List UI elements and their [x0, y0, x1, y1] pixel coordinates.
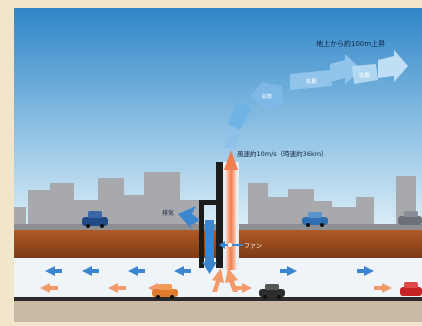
car-icon	[398, 211, 422, 225]
car-icon	[400, 282, 422, 296]
ventilation-tower	[199, 150, 239, 270]
car-icon	[259, 284, 285, 299]
plume-label-1: 拡散	[262, 93, 272, 100]
tunnel-flow	[40, 266, 392, 293]
speed-label: 風速約10m/s（時速約36km）	[237, 149, 328, 158]
fan-indicator	[219, 241, 243, 249]
fan-label: ファン	[244, 243, 262, 250]
intake-flow	[178, 206, 217, 274]
exhaust-stream	[226, 170, 236, 270]
exhaust-label: 排気	[162, 209, 174, 217]
car-icon	[152, 284, 178, 299]
fan-icon	[228, 243, 232, 247]
plume-label-3: 拡散	[359, 71, 371, 79]
plume-arrows	[224, 50, 408, 148]
plume-label-2: 拡散	[306, 77, 318, 85]
plume-arrow-1	[224, 128, 240, 148]
car-icon	[302, 212, 328, 227]
car-icon	[82, 211, 108, 228]
top-note: 地上から約100m上昇	[316, 39, 385, 48]
